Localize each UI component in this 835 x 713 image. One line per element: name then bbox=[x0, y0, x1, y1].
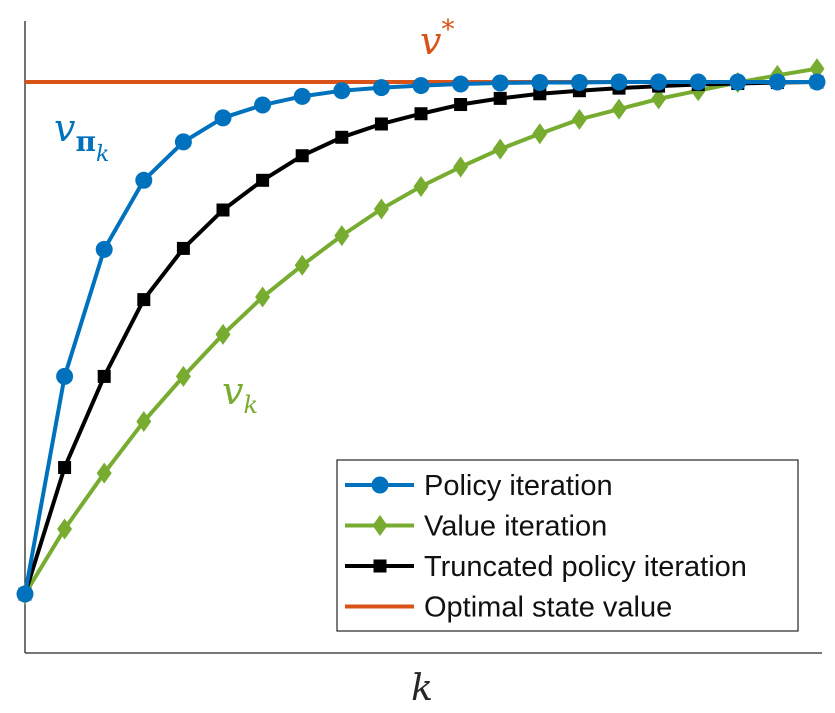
truncated-policy-iteration-point bbox=[493, 91, 507, 105]
legend-item-optimal-state-value: Optimal state value bbox=[345, 592, 672, 624]
truncated-policy-iteration-point bbox=[335, 130, 349, 144]
truncated-policy-iteration-point bbox=[216, 203, 230, 217]
series-layer bbox=[16, 58, 826, 605]
legend-item-value-iteration: Value iteration bbox=[345, 511, 607, 543]
value-iteration-point bbox=[571, 108, 587, 130]
policy-iteration-point bbox=[531, 74, 549, 92]
v-star-label: v* bbox=[420, 15, 454, 63]
policy-iteration-point bbox=[610, 73, 628, 91]
truncated-policy-iteration-point bbox=[137, 293, 151, 307]
policy-iteration-point bbox=[16, 585, 34, 603]
policy-iteration-point bbox=[570, 74, 588, 92]
value-iteration-point bbox=[334, 225, 350, 247]
v-k-label: vk bbox=[222, 369, 258, 419]
x-axis-label: k bbox=[411, 668, 433, 709]
policy-iteration-point bbox=[729, 73, 747, 91]
legend-label: Optimal state value bbox=[424, 592, 672, 624]
legend-item-truncated-policy-iteration: Truncated policy iteration bbox=[345, 551, 747, 583]
legend-item-policy-iteration: Policy iteration bbox=[345, 470, 613, 502]
value-iteration-point bbox=[651, 88, 667, 110]
policy-iteration-point bbox=[491, 74, 509, 92]
truncated-policy-iteration-point bbox=[97, 369, 111, 383]
policy-iteration-point bbox=[768, 73, 786, 91]
policy-iteration-point bbox=[135, 171, 153, 189]
v-pi-k-label: vπk bbox=[54, 106, 109, 167]
policy-iteration-point bbox=[412, 77, 430, 95]
policy-iteration-point bbox=[452, 75, 470, 93]
value-iteration-point bbox=[611, 98, 627, 120]
truncated-policy-iteration-point bbox=[374, 117, 388, 131]
legend-label: Policy iteration bbox=[424, 470, 613, 502]
value-iteration-point bbox=[255, 286, 271, 308]
value-iteration-point bbox=[453, 156, 469, 178]
legend-items: Policy iteration Value iteration Truncated… bbox=[345, 470, 747, 624]
value-iteration-point bbox=[57, 518, 73, 540]
policy-iteration-point bbox=[214, 109, 232, 127]
truncated-policy-iteration-point bbox=[58, 461, 72, 475]
policy-iteration-point bbox=[95, 240, 113, 258]
policy-iteration-point bbox=[650, 73, 668, 91]
truncated-policy-iteration-point bbox=[414, 107, 428, 121]
legend-box bbox=[336, 459, 799, 632]
value-iteration-point bbox=[532, 123, 548, 145]
value-iteration-point bbox=[175, 365, 191, 387]
truncated-policy-iteration-point bbox=[533, 87, 547, 101]
value-iteration-point bbox=[809, 58, 825, 80]
policy-iteration-point bbox=[689, 73, 707, 91]
legend-label: Truncated policy iteration bbox=[424, 551, 747, 583]
policy-iteration-point bbox=[56, 367, 74, 385]
legend-swatch-marker bbox=[373, 559, 387, 573]
value-iteration-point bbox=[215, 323, 231, 345]
truncated-policy-iteration-point bbox=[256, 173, 270, 187]
truncated-policy-iteration-point bbox=[176, 241, 190, 255]
value-iteration-point bbox=[413, 175, 429, 197]
truncated-policy-iteration-point bbox=[295, 149, 309, 163]
policy-iteration-point bbox=[174, 133, 192, 151]
policy-iteration-point bbox=[372, 79, 390, 97]
policy-iteration-point bbox=[254, 96, 272, 114]
truncated-policy-iteration-point bbox=[454, 98, 468, 112]
policy-iteration-point bbox=[293, 87, 311, 105]
legend-swatch-marker bbox=[372, 515, 388, 536]
series-policy-iteration bbox=[16, 73, 826, 603]
policy-iteration-point bbox=[333, 82, 351, 100]
value-iteration-point bbox=[294, 254, 310, 276]
value-iteration-point bbox=[492, 138, 508, 160]
axes-frame bbox=[24, 21, 822, 654]
value-iteration-point bbox=[96, 462, 112, 484]
legend-swatch-marker bbox=[371, 476, 389, 494]
value-iteration-point bbox=[373, 198, 389, 220]
value-iteration-point bbox=[136, 410, 152, 432]
legend: Policy iteration Value iteration Truncated… bbox=[336, 459, 799, 632]
legend-label: Value iteration bbox=[424, 511, 607, 543]
policy-iteration-point bbox=[808, 73, 826, 91]
